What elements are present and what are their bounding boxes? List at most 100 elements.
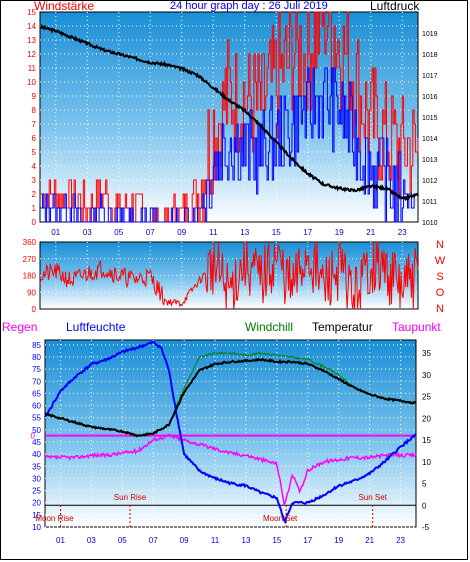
pressure-tick-label: 1011 [422, 199, 437, 206]
humidity-tick-label: 85 [32, 341, 41, 350]
x-tick-label-1: 21 [366, 228, 375, 237]
wind-tick-label: 12 [27, 50, 36, 59]
x-tick-label-3: 19 [334, 536, 343, 545]
x-tick-label-3: 23 [396, 536, 405, 545]
x-tick-label-3: 13 [242, 536, 251, 545]
wind-tick-label: 3 [32, 176, 37, 185]
humidity-tick-label: 10 [32, 523, 41, 532]
humidity-tick-label: 45 [32, 438, 41, 447]
direction-tick-label: 90 [27, 288, 36, 297]
x-tick-label-1: 11 [209, 228, 218, 237]
legend-taupunkt: Taupunkt [392, 320, 441, 334]
humidity-tick-label: 60 [32, 402, 41, 411]
x-tick-label-1: 09 [177, 228, 186, 237]
annotation-label: Sun Set [358, 493, 387, 502]
direction-tick-label: 0 [32, 305, 37, 314]
x-tick-label-3: 17 [303, 536, 312, 545]
wind-tick-label: 15 [27, 8, 36, 17]
legend-luftfeuchte: Luftfeuchte [66, 320, 126, 334]
humidity-tick-label: 50 [32, 426, 41, 435]
humidity-tick-label: 35 [32, 462, 41, 471]
x-tick-label-1: 07 [146, 228, 155, 237]
direction-tick-label: 270 [23, 255, 37, 264]
wind-tick-label: 2 [32, 190, 37, 199]
wind-tick-label: 9 [32, 92, 37, 101]
temperature-tick-label: 30 [422, 371, 431, 380]
compass-label: W [435, 255, 446, 267]
humidity-tick-label: 80 [32, 353, 41, 362]
legend-temperatur: Temperatur [312, 320, 373, 334]
wind-tick-label: 5 [32, 148, 37, 157]
legend-windchill: Windchill [245, 320, 294, 334]
wind-series-line [40, 67, 418, 223]
temperature-tick-label: 35 [422, 349, 431, 358]
x-tick-label-3: 03 [87, 536, 96, 545]
regen-zero-label: 0 [31, 432, 36, 441]
wind-tick-label: 8 [32, 106, 37, 115]
temperature-tick-label: -5 [422, 523, 430, 532]
wind-tick-label: 4 [32, 162, 37, 171]
taupunkt-series-line [44, 433, 417, 506]
pressure-tick-label: 1017 [422, 73, 438, 80]
pressure-tick-label: 1016 [422, 94, 438, 101]
x-tick-label-3: 15 [272, 536, 281, 545]
humidity-tick-label: 20 [32, 499, 41, 508]
temperature-tick-label: 20 [422, 414, 431, 423]
compass-label: N [436, 239, 444, 251]
direction-series-line [39, 241, 419, 310]
x-tick-label-1: 19 [335, 228, 344, 237]
compass-label: S [436, 271, 443, 283]
legend-regen: Regen [2, 320, 38, 334]
direction-tick-label: 360 [23, 238, 37, 247]
x-tick-label-3: 05 [118, 536, 127, 545]
windstaerke-label: Windstärke [34, 0, 95, 13]
pressure-tick-label: 1010 [422, 220, 438, 227]
x-tick-label-3: 09 [180, 536, 189, 545]
x-tick-label-1: 17 [303, 228, 312, 237]
temperatur-series-line [44, 357, 417, 438]
x-tick-label-1: 03 [83, 228, 92, 237]
x-tick-label-1: 05 [114, 228, 123, 237]
pressure-tick-label: 1019 [422, 31, 438, 38]
humidity-tick-label: 15 [32, 511, 41, 520]
humidity-tick-label: 25 [32, 487, 41, 496]
pressure-tick-label: 1018 [422, 52, 438, 59]
annotation-label: Sun Rise [114, 493, 147, 502]
pressure-series-line [39, 23, 419, 202]
x-tick-label-3: 07 [149, 536, 158, 545]
temperature-tick-label: 5 [422, 480, 427, 489]
pressure-tick-label: 1015 [422, 115, 438, 122]
wind-tick-label: 1 [32, 204, 37, 213]
humidity-tick-label: 75 [32, 365, 41, 374]
temperature-tick-label: 0 [422, 501, 427, 510]
humidity-tick-label: 55 [32, 414, 41, 423]
compass-label: O [436, 287, 445, 299]
x-tick-label-3: 21 [365, 536, 374, 545]
x-tick-label-1: 15 [272, 228, 281, 237]
x-tick-label-3: 01 [56, 536, 65, 545]
luftdruck-label: Luftdruck [370, 0, 420, 13]
chart-title: 24 hour graph day : 26 Juli 2019 [170, 0, 328, 12]
direction-tick-label: 180 [23, 272, 37, 281]
x-tick-label-1: 23 [398, 228, 407, 237]
temperature-tick-label: 15 [422, 436, 431, 445]
temperature-tick-label: 10 [422, 458, 431, 467]
wind-tick-label: 7 [32, 120, 37, 129]
humidity-tick-label: 30 [32, 474, 41, 483]
pressure-tick-label: 1013 [422, 157, 438, 164]
annotation-label: Moon Rise [35, 514, 74, 523]
pressure-tick-label: 1012 [422, 178, 438, 185]
humidity-tick-label: 70 [32, 377, 41, 386]
plot-area-3 [44, 339, 417, 528]
luftfeuchte-series-line [44, 340, 417, 525]
wind-tick-label: 14 [27, 22, 36, 31]
x-tick-label-1: 01 [51, 228, 60, 237]
wind-tick-label: 13 [27, 36, 36, 45]
wind-tick-label: 11 [28, 64, 37, 73]
x-tick-label-3: 11 [211, 536, 220, 545]
wind-tick-label: 0 [32, 218, 37, 227]
wind-tick-label: 10 [27, 78, 36, 87]
humidity-tick-label: 65 [32, 389, 41, 398]
